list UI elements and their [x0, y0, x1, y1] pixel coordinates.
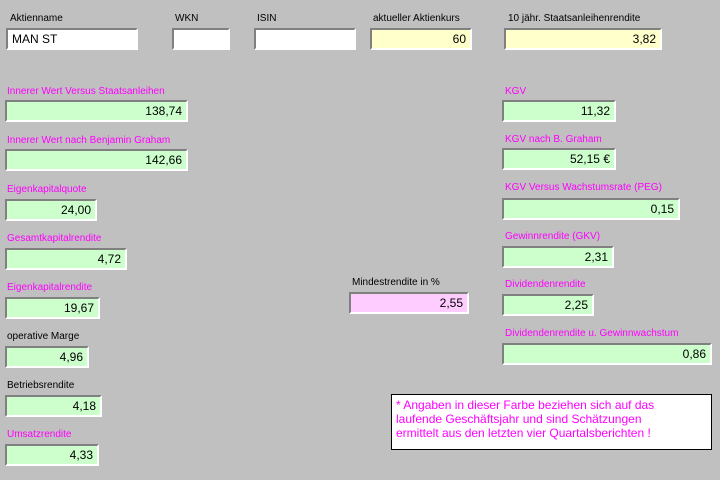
operating-margin-label: operative Marge — [7, 331, 80, 342]
dividend-growth-field[interactable]: 0,86 — [502, 343, 712, 365]
peg-field[interactable]: 0,15 — [502, 198, 680, 220]
peg-label: KGV Versus Wachstumsrate (PEG) — [505, 182, 662, 193]
kgv-graham-label: KGV nach B. Graham — [505, 134, 602, 145]
note-line-3: ermittelt aus den letzten vier Quartalsb… — [396, 426, 651, 440]
note-line-2: laufende Geschäftsjahr und sind Schätzun… — [396, 412, 642, 426]
bond-yield-label: 10 jähr. Staatsanleihenrendite — [508, 13, 641, 24]
wkn-label: WKN — [175, 13, 199, 24]
operating-return-label: Betriebsrendite — [7, 380, 75, 391]
kgv-graham-field[interactable]: 52,15 € — [502, 148, 616, 170]
equity-return-label: Eigenkapitalrendite — [7, 282, 93, 293]
earnings-yield-field[interactable]: 2,31 — [502, 246, 614, 268]
min-return-label: Mindestrendite in % — [352, 277, 440, 288]
sales-return-field[interactable]: 4,33 — [5, 444, 99, 466]
note-line-1: * Angaben in dieser Farbe beziehen sich … — [396, 398, 655, 412]
min-return-field[interactable]: 2,55 — [349, 292, 469, 314]
dividend-yield-label: Dividendenrendite — [505, 279, 586, 290]
stock-price-label: aktueller Aktienkurs — [373, 13, 460, 24]
dividend-yield-field[interactable]: 2,25 — [502, 294, 594, 316]
stock-name-input[interactable]: MAN ST — [6, 28, 138, 50]
bond-yield-field[interactable]: 3,82 — [504, 28, 662, 50]
sales-return-label: Umsatzrendite — [7, 429, 72, 440]
kgv-label: KGV — [505, 86, 527, 97]
equity-return-field[interactable]: 19,67 — [5, 297, 100, 319]
isin-label: ISIN — [257, 13, 277, 24]
earnings-yield-label: Gewinnrendite (GKV) — [505, 231, 601, 242]
total-return-field[interactable]: 4,72 — [5, 248, 127, 270]
wkn-input[interactable] — [172, 28, 230, 50]
isin-input[interactable] — [254, 28, 356, 50]
inner-value-bonds-label: Innerer Wert Versus Staatsanleihen — [7, 86, 165, 97]
operating-return-field[interactable]: 4,18 — [5, 395, 102, 417]
inner-value-graham-label: Innerer Wert nach Benjamin Graham — [7, 135, 171, 146]
dividend-growth-label: Dividendenrendite u. Gewinnwachstum — [505, 328, 679, 339]
estimate-note: * Angaben in dieser Farbe beziehen sich … — [391, 394, 712, 450]
total-return-label: Gesamtkapitalrendite — [7, 233, 102, 244]
inner-value-graham-field[interactable]: 142,66 — [5, 149, 188, 171]
equity-ratio-field[interactable]: 24,00 — [5, 199, 97, 221]
stock-price-field[interactable]: 60 — [370, 28, 472, 50]
inner-value-bonds-field[interactable]: 138,74 — [5, 100, 188, 122]
equity-ratio-label: Eigenkapitalquote — [7, 184, 87, 195]
stock-name-label: Aktienname — [10, 13, 63, 24]
kgv-field[interactable]: 11,32 — [502, 100, 616, 122]
operating-margin-field[interactable]: 4,96 — [5, 346, 89, 368]
